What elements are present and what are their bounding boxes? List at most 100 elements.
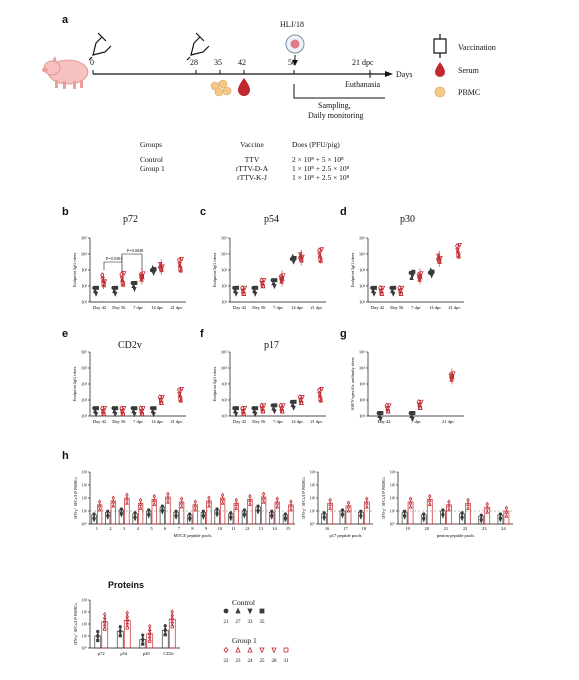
data-point: [119, 509, 124, 514]
x-axis-label: MTCE peptide pools: [174, 533, 212, 538]
data-point: [340, 514, 345, 519]
y-tick-label: 10²: [390, 496, 396, 501]
chart-title-p54: p54: [264, 214, 279, 225]
x-tick-label: Day 42: [233, 419, 246, 424]
x-tick-label: 21 dpc: [310, 305, 322, 310]
data-point: [291, 405, 296, 411]
data-point: [281, 273, 286, 279]
data-point: [242, 514, 247, 519]
data-point: [466, 501, 470, 506]
y-tick-label: 10²: [221, 398, 228, 403]
data-point: [391, 291, 396, 297]
data-point: [125, 626, 129, 630]
x-tick-label: Day 56: [390, 305, 404, 310]
y-tick-label: 10⁵: [81, 350, 88, 355]
data-point: [215, 509, 219, 514]
y-axis-label: Endpoint IgG titers: [72, 366, 77, 401]
data-point: [138, 409, 144, 415]
data-point: [254, 406, 259, 411]
data-point: [93, 412, 99, 418]
data-point: [504, 513, 509, 518]
data-point: [119, 513, 124, 518]
data-point: [291, 259, 296, 265]
data-point: [292, 399, 297, 404]
data-point: [318, 397, 323, 402]
data-point: [113, 291, 118, 297]
data-point: [260, 284, 265, 289]
monitoring-label: Daily monitoring: [308, 111, 364, 120]
x-tick-label: 8: [191, 526, 194, 531]
x-tick-label: 6: [164, 526, 167, 531]
timeline-day-35: 35: [214, 58, 222, 67]
data-point: [102, 406, 108, 412]
data-point: [140, 639, 145, 644]
data-point: [411, 411, 416, 416]
y-tick-label: 10³: [82, 610, 88, 615]
x-tick-label: Day 56: [252, 305, 266, 310]
x-tick-label: 21 dpc: [448, 305, 460, 310]
significance-bracket: [121, 253, 143, 270]
x-tick-label: 12: [245, 526, 250, 531]
data-point: [289, 499, 293, 505]
x-tick-label: 11: [231, 526, 235, 531]
data-point: [256, 510, 260, 515]
data-point: [100, 277, 105, 283]
data-point: [120, 281, 125, 286]
x-tick-label: 1: [96, 526, 98, 531]
y-axis-label: Endpoint IgG titers: [212, 366, 217, 401]
data-point: [418, 274, 423, 279]
x-tick-label: 14 dpc: [151, 419, 163, 424]
animal-id: 27: [236, 620, 242, 625]
data-point: [273, 403, 278, 408]
y-tick-label: 10⁴: [81, 366, 88, 371]
data-point: [275, 496, 279, 502]
timeline-day-42: 42: [238, 58, 246, 67]
data-point: [328, 505, 332, 510]
y-tick-label: 10²: [81, 284, 88, 289]
data-point: [283, 647, 289, 653]
data-point: [120, 412, 125, 417]
data-point: [133, 513, 137, 518]
data-point: [447, 503, 451, 508]
data-point: [299, 257, 304, 262]
x-tick-label: 24: [501, 526, 506, 531]
data-point: [299, 401, 304, 406]
x-axis-label: penton peptide pools: [437, 533, 475, 538]
data-point: [103, 627, 107, 631]
x-tick-label: p72: [98, 651, 105, 656]
data-point: [378, 417, 383, 422]
x-tick-label: 21 dpc: [170, 419, 182, 424]
data-point: [437, 258, 442, 263]
y-tick-label: 10⁴: [221, 252, 228, 257]
chart-cd2v: 10¹ 10² 10³ 10⁴ 10⁵ Endpoint IgG titers Day 42…: [72, 350, 186, 424]
data-point: [101, 412, 106, 417]
data-point: [379, 291, 384, 296]
y-tick-label: 10¹: [359, 300, 366, 305]
data-point: [372, 285, 377, 290]
data-point: [102, 279, 108, 285]
data-point: [460, 513, 464, 518]
data-point: [220, 492, 225, 498]
data-point: [92, 514, 96, 519]
x-tick-label: 14: [272, 526, 277, 531]
data-point: [248, 497, 252, 502]
x-tick-label: 10: [218, 526, 223, 531]
data-point: [427, 501, 432, 506]
data-point: [201, 511, 206, 516]
data-point: [148, 639, 152, 643]
data-point: [159, 401, 164, 406]
data-point: [292, 255, 297, 260]
data-point: [141, 271, 146, 277]
table-cell: 2 × 10⁸ + 5 × 10⁸: [292, 155, 344, 164]
data-point: [359, 511, 363, 516]
data-point: [371, 291, 377, 297]
table-header: Vaccine: [240, 140, 264, 149]
data-point: [151, 412, 156, 418]
data-point: [242, 285, 248, 291]
data-point: [253, 291, 258, 297]
y-tick-label: 10²: [359, 398, 366, 403]
x-tick-label: Day 42: [377, 419, 390, 424]
data-point: [328, 497, 332, 503]
data-point: [428, 493, 432, 499]
